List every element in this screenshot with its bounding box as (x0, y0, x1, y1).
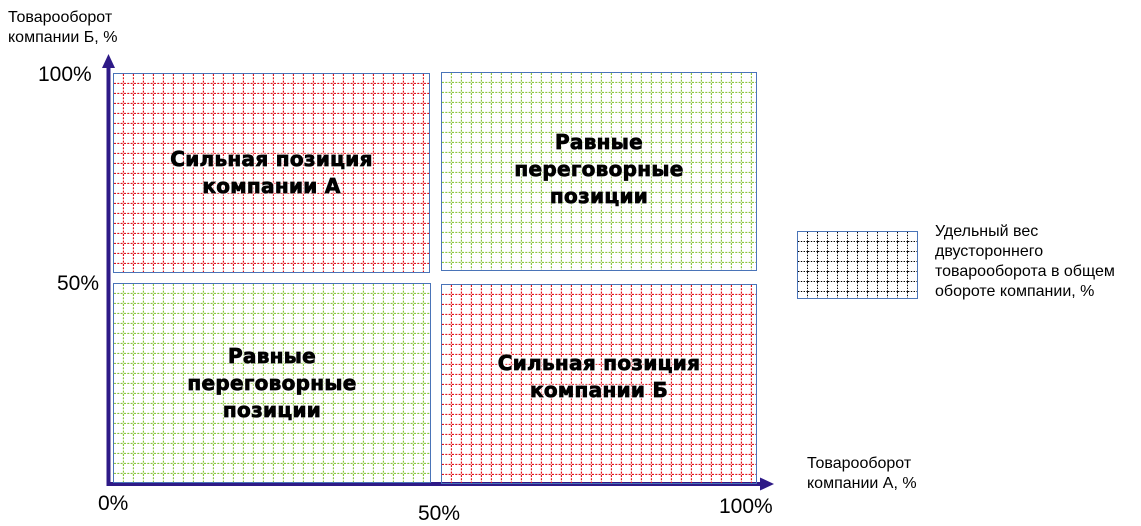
label-line: Равные (227, 343, 317, 368)
legend-line: Удельный вес (935, 223, 1039, 240)
legend-line: обороте компании, % (935, 283, 1095, 300)
label-line: Равные (554, 130, 644, 155)
x-axis-arrow-icon (760, 477, 774, 491)
y-axis (102, 54, 115, 486)
quadrant-top-left-label: Сильная позиция компании А (170, 146, 373, 200)
quadrant-bottom-right-label: Сильная позиция компании Б (497, 350, 701, 404)
quadrant-top-left: Сильная позиция компании А (113, 73, 430, 273)
label-line: позиции (222, 397, 322, 422)
x-axis-title: Товарооборот компании А, % (807, 454, 917, 494)
quadrant-top-right: Равные переговорные позиции (441, 72, 757, 271)
y-axis-arrow-icon (102, 54, 115, 68)
y-tick-100: 100% (38, 63, 92, 86)
label-line: переговорные (514, 157, 684, 182)
legend-label: Удельный вес двустороннего товарооборота… (935, 222, 1115, 302)
black-grid-pattern (798, 232, 917, 298)
x-axis-title-line1: Товарооборот (807, 455, 912, 472)
quadrant-top-right-label: Равные переговорные позиции (514, 129, 684, 210)
label-line: Сильная позиция (170, 147, 373, 172)
y-tick-50: 50% (57, 272, 100, 295)
label-line: позиции (549, 184, 649, 209)
legend-line: двустороннего (935, 243, 1044, 260)
label-line: Сильная позиция (497, 351, 701, 376)
label-line: компании А (202, 174, 341, 199)
x-tick-50: 50% (418, 502, 461, 525)
x-axis (106, 477, 774, 491)
label-line: переговорные (187, 370, 357, 395)
legend-line: товарооборота в общем (935, 263, 1115, 280)
y-axis-title-line1: Товарооборот (8, 9, 113, 26)
x-tick-0: 0% (98, 492, 129, 515)
x-axis-title-line2: компании А, % (807, 475, 917, 492)
quadrant-bottom-left-label: Равные переговорные позиции (187, 343, 357, 424)
y-axis-title: Товарооборот компании Б, % (8, 8, 117, 48)
quadrant-bottom-left: Равные переговорные позиции (113, 283, 431, 483)
legend-swatch (797, 231, 918, 299)
y-axis-title-line2: компании Б, % (8, 29, 118, 46)
x-tick-100: 100% (719, 495, 773, 518)
quadrant-bottom-right: Сильная позиция компании Б (441, 284, 757, 484)
label-line: компании Б (529, 378, 669, 403)
